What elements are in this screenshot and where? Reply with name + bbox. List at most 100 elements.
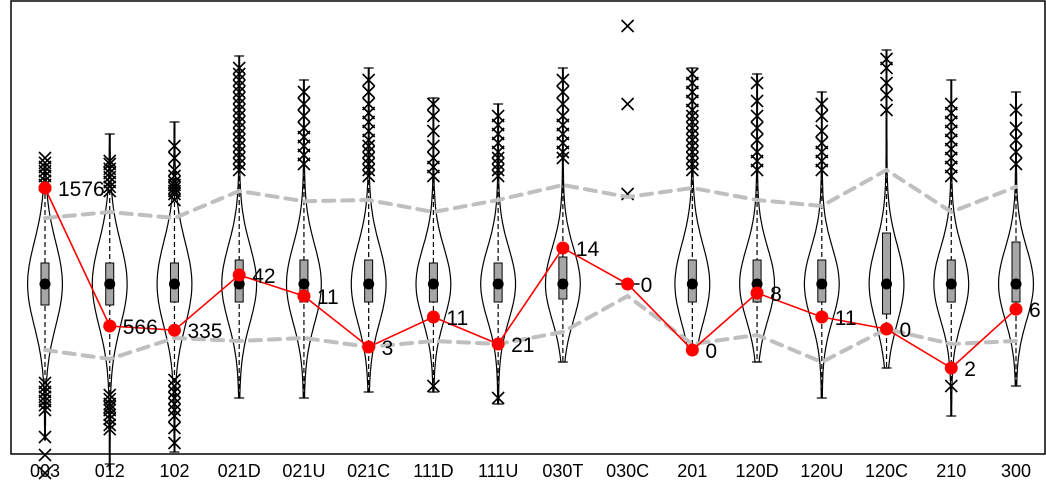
violin-021C xyxy=(350,67,387,393)
outlier-marker xyxy=(232,61,246,75)
outlier-marker xyxy=(103,180,117,194)
median-point xyxy=(104,278,116,290)
x-tick-label-300: 300 xyxy=(1001,461,1031,481)
observed-label-003: 1576 xyxy=(58,178,105,201)
observed-label-300: 6 xyxy=(1029,299,1041,322)
outlier-marker xyxy=(232,139,246,153)
outlier-marker xyxy=(167,403,182,417)
outlier-marker xyxy=(167,373,182,387)
x-tick-label-210: 210 xyxy=(936,461,966,481)
observed-label-021D: 42 xyxy=(252,265,275,288)
outlier-marker xyxy=(232,127,246,141)
x-tick-label-120C: 120C xyxy=(865,461,908,481)
x-tick-label-021D: 021D xyxy=(218,461,261,481)
violin-102 xyxy=(156,121,193,453)
observed-label-120C: 0 xyxy=(900,319,912,342)
median-point xyxy=(39,278,51,290)
x-tick-label-030C: 030C xyxy=(606,461,649,481)
observed-point-012 xyxy=(103,319,117,333)
outlier-marker xyxy=(685,145,699,159)
outlier-marker xyxy=(167,175,182,189)
x-tick-label-201: 201 xyxy=(677,461,707,481)
observed-point-120U xyxy=(815,310,829,324)
observed-point-102 xyxy=(167,323,181,337)
plot-frame xyxy=(10,0,1046,455)
outlier-marker xyxy=(362,139,376,153)
outlier-marker xyxy=(491,109,505,123)
outlier-marker xyxy=(38,403,52,417)
outlier-marker xyxy=(232,85,246,99)
outlier-marker xyxy=(1009,121,1023,135)
outlier-marker xyxy=(685,127,699,141)
x-tick-label-003: 003 xyxy=(30,461,60,481)
violin-300 xyxy=(998,91,1034,387)
outlier-marker xyxy=(491,163,505,177)
outlier-marker xyxy=(685,157,699,171)
outlier-marker xyxy=(426,139,440,153)
outlier-marker xyxy=(103,408,117,422)
observed-label-102: 335 xyxy=(187,320,222,343)
violin-030C xyxy=(615,19,640,285)
outlier-marker xyxy=(232,121,246,135)
outlier-marker xyxy=(1009,145,1023,159)
outlier-marker xyxy=(297,121,311,135)
x-tick-label-030T: 030T xyxy=(542,461,583,481)
outlier-marker xyxy=(167,385,182,399)
observed-point-201 xyxy=(685,343,699,357)
observed-point-030T xyxy=(556,241,570,255)
violin-111U xyxy=(480,103,517,405)
outlier-marker xyxy=(750,133,764,147)
outlier-marker xyxy=(879,103,894,117)
outlier-marker xyxy=(944,97,958,111)
outlier-marker xyxy=(38,466,52,480)
outlier-marker xyxy=(38,430,52,444)
outlier-marker xyxy=(426,379,440,393)
outlier-marker xyxy=(556,97,570,111)
outlier-marker xyxy=(103,397,117,411)
outlier-marker xyxy=(297,97,311,111)
outlier-marker xyxy=(38,398,52,412)
outlier-marker xyxy=(750,94,764,108)
outlier-marker xyxy=(103,157,117,171)
box xyxy=(1011,241,1021,303)
outlier-marker xyxy=(1009,133,1023,147)
outlier-marker xyxy=(167,379,182,393)
x-tick-label-111D: 111D xyxy=(413,461,453,481)
violin-201 xyxy=(674,67,711,351)
band-upper-line xyxy=(43,167,1018,221)
outlier-marker xyxy=(232,151,246,165)
outlier-marker xyxy=(879,76,894,90)
observed-point-111D xyxy=(426,310,440,324)
outlier-marker xyxy=(232,133,246,147)
outlier-marker xyxy=(750,145,764,159)
outlier-marker xyxy=(750,76,764,90)
outlier-marker xyxy=(362,97,376,111)
outlier-marker xyxy=(1009,157,1023,171)
observed-label-120D: 8 xyxy=(770,283,782,306)
median-point xyxy=(816,278,828,290)
outlier-marker xyxy=(685,109,699,123)
outlier-marker xyxy=(167,139,182,153)
median-point xyxy=(686,278,698,290)
outlier-marker xyxy=(362,73,376,87)
observed-point-300 xyxy=(1009,302,1023,316)
outlier-marker xyxy=(232,79,246,93)
violin-120U xyxy=(803,91,840,399)
outlier-marker xyxy=(685,151,699,165)
outlier-marker xyxy=(685,67,699,81)
box xyxy=(882,232,892,315)
observed-point-120C xyxy=(880,322,894,336)
median-point xyxy=(233,278,245,290)
outlier-marker xyxy=(297,109,311,123)
outlier-marker xyxy=(167,397,182,411)
outlier-marker xyxy=(232,157,246,171)
outlier-marker xyxy=(232,109,246,123)
outlier-marker xyxy=(167,409,182,423)
outlier-marker xyxy=(685,139,699,153)
violin-021D xyxy=(221,55,258,399)
x-tick-labels: 003 012 102 021D 021U 021C 111D 111U 030T 030C 201… xyxy=(30,461,1031,481)
outlier-marker xyxy=(815,109,829,123)
band-layer xyxy=(43,167,1018,365)
outlier-marker xyxy=(426,124,440,138)
